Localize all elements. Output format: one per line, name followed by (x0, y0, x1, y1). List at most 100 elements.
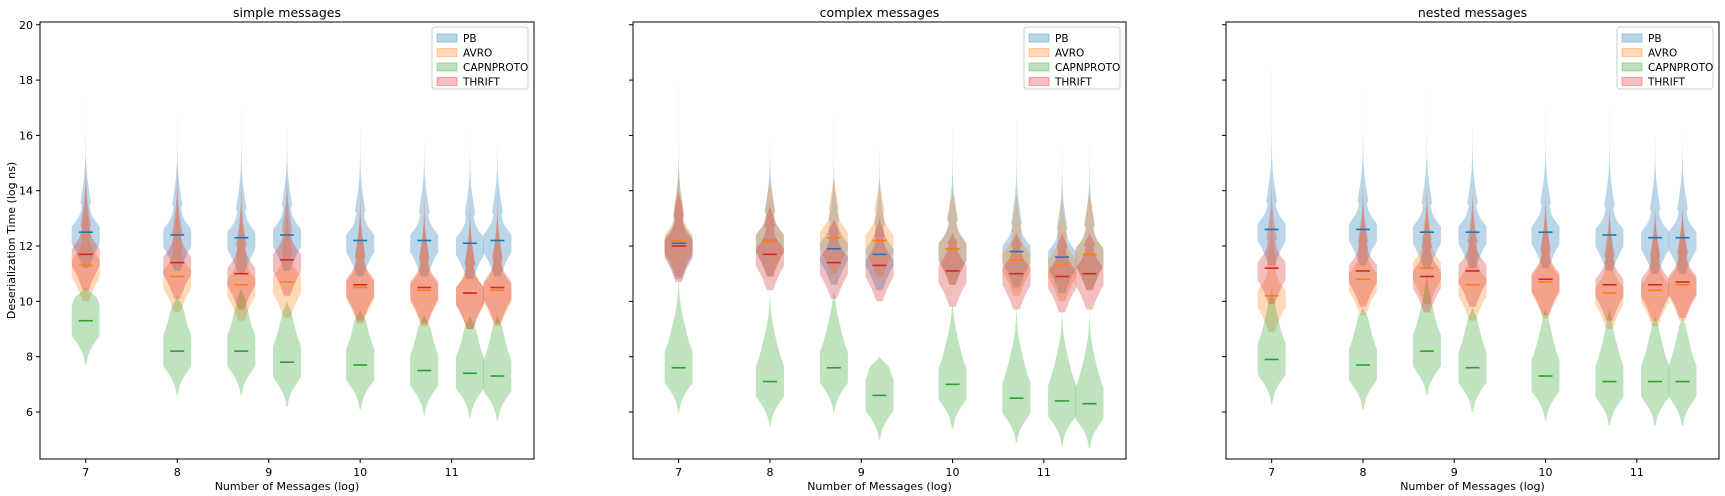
violin-capnproto (1257, 287, 1286, 404)
violin-capnproto (819, 287, 848, 412)
violin-thrift (1348, 176, 1377, 307)
legend-swatch-capnproto (436, 62, 458, 72)
y-axis-label: Deserialization Time (log ns) (5, 162, 18, 319)
legend-label-pb: PB (1055, 33, 1069, 45)
x-tick-label: 9 (1451, 466, 1458, 479)
axes-frame (1225, 21, 1720, 460)
legend-box (1616, 26, 1714, 90)
x-axis-label: Number of Messages (log) (807, 480, 952, 493)
violin-capnproto (1002, 301, 1031, 443)
violin-thrift (819, 218, 848, 299)
violin-avro (1641, 204, 1670, 327)
chart-title: nested messages (1418, 5, 1527, 20)
violin-avro (1458, 190, 1487, 321)
violin-pb (71, 80, 100, 269)
y-tick-label: 10 (19, 295, 33, 308)
chart-title: simple messages (233, 5, 341, 20)
legend-label-thrift: THRIFT (462, 77, 501, 89)
violin-thrift (865, 218, 894, 302)
legend-swatch-thrift (436, 77, 458, 86)
violin-pb (819, 107, 848, 285)
violin-avro (1048, 190, 1077, 302)
chart-panel-1: 6 8 10 12 14 16 18 20 7 8 9 10 11 simple messages Numb… (5, 5, 535, 493)
legend-label-thrift: THRIFT (1647, 77, 1686, 89)
violin-pb (1048, 107, 1077, 294)
y-tick-label: 6 (26, 406, 33, 419)
violin-capnproto (456, 315, 484, 418)
violin-pb (227, 85, 256, 274)
violin-capnproto (1412, 273, 1441, 396)
y-tick-label: 18 (19, 74, 33, 87)
plot-area (664, 66, 1104, 448)
legend-label-capnproto: CAPNPROTO (1648, 62, 1713, 74)
violin-capnproto (1458, 306, 1487, 412)
violin-pb (483, 121, 512, 277)
violin-avro (1531, 190, 1560, 318)
violin-avro (410, 176, 439, 327)
x-tick-label: 8 (174, 466, 181, 479)
x-axis-label: Number of Messages (log) (215, 480, 360, 493)
violin-capnproto (273, 301, 301, 407)
violin-thrift (1641, 204, 1670, 321)
legend-label-avro: AVRO (1648, 48, 1677, 60)
violin-capnproto (755, 287, 784, 426)
legend-box (1023, 26, 1121, 90)
violin-thrift (1048, 232, 1077, 313)
violin-thrift (755, 204, 784, 291)
x-tick-label: 7 (1268, 466, 1275, 479)
chart-panel-2: 7 8 9 10 11 complex messages Number of Message… (629, 5, 1127, 493)
x-tick-label: 7 (82, 466, 89, 479)
violin-thrift (1002, 232, 1031, 310)
violin-pb (938, 107, 967, 285)
violin-avro (456, 190, 484, 329)
violin-pb (1002, 107, 1031, 288)
x-tick-label: 7 (675, 466, 682, 479)
violin-pb (664, 66, 693, 280)
violin-thrift (456, 190, 484, 329)
legend-box (431, 26, 529, 90)
violin-avro (1002, 190, 1031, 296)
violin-thrift (1595, 204, 1624, 321)
violin-avro (346, 163, 375, 324)
x-tick-label: 9 (265, 466, 272, 479)
violin-avro (273, 149, 301, 318)
x-tick-label: 11 (1630, 466, 1644, 479)
violin-pb (410, 121, 439, 277)
violin-capnproto (1348, 306, 1377, 410)
x-axis-label: Number of Messages (log) (1400, 480, 1545, 493)
violin-avro (1348, 190, 1377, 316)
legend-swatch-avro (436, 48, 458, 57)
violin-capnproto (1048, 301, 1077, 446)
legend-swatch-capnproto (1028, 62, 1050, 72)
legend-swatch-thrift (1028, 77, 1050, 86)
violin-pb (865, 107, 894, 291)
legend-swatch-avro (1028, 48, 1050, 57)
violin-avro (1595, 204, 1624, 329)
violin-thrift (1257, 176, 1286, 305)
violin-avro (1412, 176, 1441, 305)
violin-capnproto (1668, 315, 1697, 426)
plot-area (71, 74, 512, 421)
y-tick-label: 16 (19, 129, 33, 142)
chart-panel-3: 7 8 9 10 11 nested messages Number of Messages… (1222, 5, 1720, 493)
legend-swatch-pb (1028, 33, 1050, 43)
violin-capnproto (227, 287, 256, 396)
legend-label-capnproto: CAPNPROTO (1055, 62, 1120, 74)
legend-swatch-pb (1621, 33, 1643, 43)
violin-capnproto (410, 315, 439, 415)
violin-pb (1348, 80, 1377, 266)
violin-avro (865, 176, 894, 277)
x-tick-label: 10 (353, 466, 367, 479)
x-tick-label: 10 (1539, 466, 1553, 479)
axes-frame (632, 21, 1127, 460)
legend-label-avro: AVRO (1055, 48, 1084, 60)
violin-capnproto (483, 315, 512, 421)
legend-label-pb: PB (463, 33, 477, 45)
violin-avro (483, 190, 512, 327)
violin-pb (163, 80, 192, 271)
violin-avro (938, 190, 967, 285)
violin-avro (1075, 190, 1104, 291)
violin-capnproto (1641, 315, 1670, 426)
violin-capnproto (1075, 301, 1104, 448)
violin-pb (346, 80, 375, 277)
